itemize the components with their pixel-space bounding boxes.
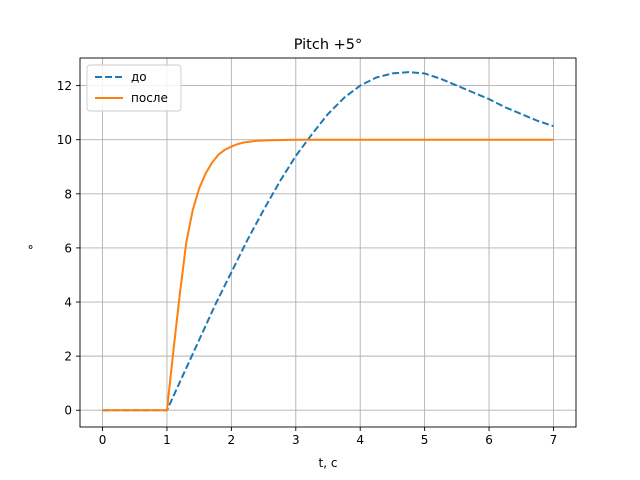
x-tick-label: 5 bbox=[421, 433, 429, 447]
series-layer bbox=[102, 71, 554, 412]
series-line-0 bbox=[102, 71, 554, 412]
x-tick-label: 4 bbox=[356, 433, 364, 447]
x-tick-label: 7 bbox=[550, 433, 558, 447]
x-tick-label: 2 bbox=[228, 433, 236, 447]
y-tick-label: 12 bbox=[57, 79, 72, 93]
y-tick-label: 4 bbox=[64, 296, 72, 310]
y-tick-label: 10 bbox=[57, 133, 72, 147]
series-line-1 bbox=[102, 138, 554, 412]
y-tick-label: 8 bbox=[64, 187, 72, 201]
legend: до после bbox=[86, 64, 182, 112]
y-axis-label: ° bbox=[27, 244, 41, 250]
y-tick-label: 0 bbox=[64, 404, 72, 418]
legend-label-do: до bbox=[131, 70, 147, 84]
x-axis-label: t, c bbox=[319, 456, 338, 470]
y-ticks: 0 2 4 6 8 10 12 bbox=[57, 79, 80, 418]
x-tick-label: 0 bbox=[99, 433, 107, 447]
axes-frame bbox=[79, 57, 577, 428]
y-tick-label: 2 bbox=[64, 350, 72, 364]
x-tick-label: 1 bbox=[163, 433, 171, 447]
x-ticks: 0 1 2 3 4 5 6 7 bbox=[99, 427, 558, 447]
x-tick-label: 6 bbox=[485, 433, 493, 447]
legend-label-posle: после bbox=[131, 91, 168, 105]
chart-title: Pitch +5° bbox=[294, 37, 363, 53]
x-tick-label: 3 bbox=[292, 433, 300, 447]
y-tick-label: 6 bbox=[64, 241, 72, 255]
